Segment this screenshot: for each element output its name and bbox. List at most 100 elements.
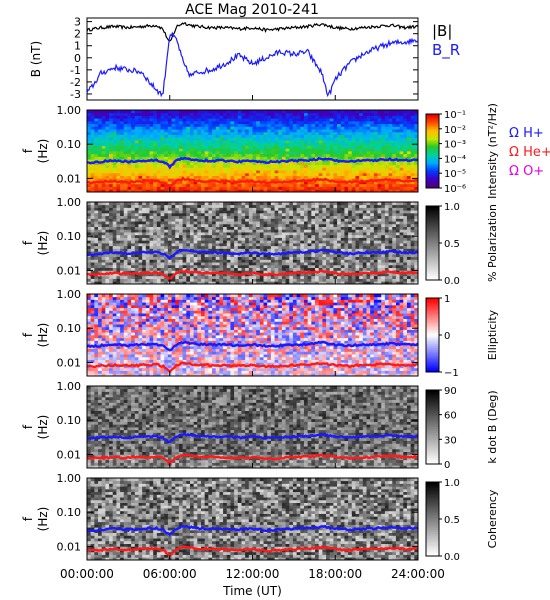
heatmap-cell — [414, 164, 419, 168]
heatmap-cell — [410, 175, 415, 179]
heatmap-cell — [326, 148, 331, 152]
heatmap-cell — [153, 145, 158, 149]
heatmap-cell — [189, 202, 195, 206]
heatmap-cell — [204, 204, 209, 208]
heatmap-cell — [234, 267, 239, 271]
heatmap-cell — [145, 226, 150, 230]
heatmap-cell — [178, 129, 184, 133]
heatmap-cell — [101, 270, 106, 274]
heatmap-cell — [333, 126, 338, 130]
heatmap-cell — [219, 178, 224, 182]
heatmap-cell — [241, 232, 246, 236]
heatmap-cell — [348, 207, 353, 211]
heatmap-cell — [145, 237, 150, 241]
heatmap-cell — [160, 161, 165, 166]
heatmap-cell — [101, 218, 106, 222]
heatmap-cell — [156, 204, 161, 208]
heatmap-cell — [348, 145, 353, 149]
heatmap-cell — [333, 275, 338, 279]
heatmap-cell — [164, 226, 169, 230]
colorbar-segment — [426, 167, 439, 170]
heatmap-cell — [234, 186, 239, 190]
heatmap-cell — [289, 167, 294, 171]
heatmap-cell — [296, 281, 301, 285]
heatmap-cell — [395, 189, 401, 193]
heatmap-cell — [120, 218, 125, 222]
heatmap-cell — [256, 142, 261, 146]
heatmap-cell — [182, 148, 187, 152]
heatmap-cell — [215, 221, 220, 225]
heatmap-cell — [112, 253, 117, 258]
heatmap-cell — [189, 183, 195, 187]
heatmap-cell — [204, 110, 209, 114]
heatmap-cell — [326, 115, 331, 119]
heatmap-cell — [153, 148, 158, 152]
heatmap-cell — [340, 145, 345, 149]
heatmap-cell — [315, 164, 320, 168]
heatmap-cell — [189, 110, 195, 114]
heatmap-cell — [315, 202, 320, 206]
heatmap-cell — [303, 161, 309, 166]
heatmap-cell — [175, 226, 180, 230]
heatmap-cell — [399, 112, 404, 116]
heatmap-cell — [112, 153, 117, 157]
heatmap-cell — [307, 148, 312, 152]
heatmap-cell — [289, 253, 294, 258]
colorbar-segment — [426, 162, 439, 165]
heatmap-cell — [270, 253, 275, 258]
heatmap-cell — [208, 262, 213, 266]
heatmap-cell — [252, 120, 257, 125]
heatmap-cell — [281, 218, 286, 222]
heatmap-cell — [322, 172, 327, 176]
heatmap-cell — [109, 243, 114, 247]
heatmap-cell — [278, 129, 283, 133]
heatmap-cell — [193, 215, 198, 219]
heatmap-cell — [333, 232, 338, 236]
heatmap-cell — [285, 248, 290, 252]
heatmap-cell — [337, 221, 342, 225]
heatmap-cell — [392, 112, 397, 116]
heatmap-cell — [333, 218, 338, 222]
heatmap-cell — [87, 129, 92, 133]
heatmap-cell — [329, 240, 334, 244]
heatmap-cell — [171, 140, 176, 144]
heatmap-cell — [145, 232, 150, 236]
heatmap-cell — [340, 212, 345, 217]
heatmap-cell — [403, 175, 408, 179]
heatmap-cell — [333, 226, 338, 230]
heatmap-cell — [90, 245, 95, 249]
heatmap-cell — [366, 126, 371, 130]
heatmap-cell — [175, 181, 180, 185]
heatmap-cell — [337, 172, 342, 176]
heatmap-cell — [94, 229, 99, 233]
heatmap-cell — [395, 181, 401, 185]
heatmap-cell — [322, 237, 327, 241]
heatmap-cell — [230, 245, 235, 249]
heatmap-cell — [171, 178, 176, 182]
heatmap-cell — [204, 202, 209, 206]
colorbar-tick-label: 10⁻⁵ — [444, 169, 466, 180]
heatmap-cell — [193, 156, 198, 160]
colorbar-segment — [426, 156, 439, 159]
heatmap-cell — [94, 137, 99, 141]
heatmap-cell — [193, 170, 198, 174]
heatmap-cell — [219, 212, 224, 217]
heatmap-cell — [90, 172, 95, 176]
heatmap-cell — [212, 243, 217, 247]
heatmap-cell — [186, 167, 191, 171]
heatmap-cell — [252, 259, 257, 263]
heatmap-cell — [344, 134, 349, 138]
heatmap-cell — [226, 137, 231, 141]
heatmap-cell — [388, 153, 393, 157]
heatmap-cell — [109, 223, 114, 227]
heatmap-cell — [197, 151, 202, 155]
heatmap-cell — [237, 256, 242, 260]
heatmap-cell — [340, 275, 345, 279]
heatmap-cell — [90, 159, 95, 163]
heatmap-cell — [204, 248, 209, 252]
heatmap-cell — [289, 226, 294, 230]
heatmap-cell — [131, 232, 136, 236]
heatmap-cell — [252, 212, 257, 217]
heatmap-cell — [303, 234, 309, 238]
heatmap-cell — [123, 232, 128, 236]
